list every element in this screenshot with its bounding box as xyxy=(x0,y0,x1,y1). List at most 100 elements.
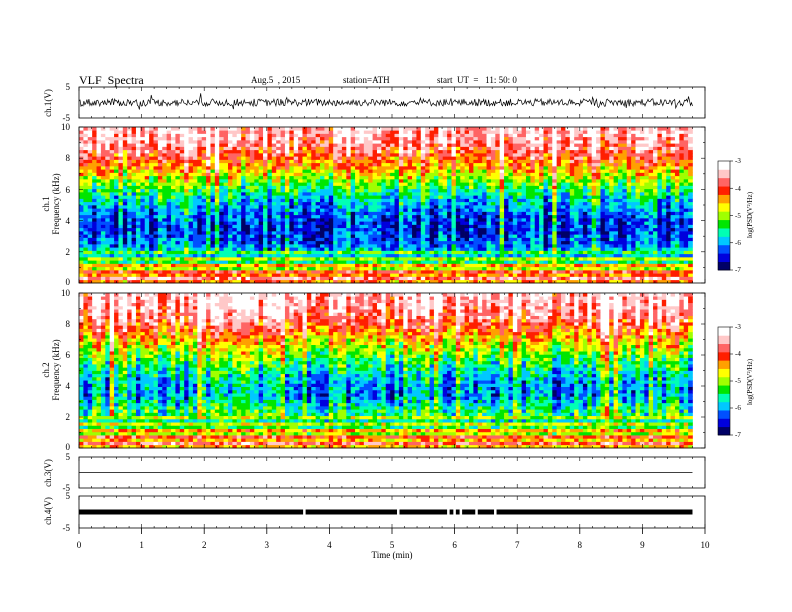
spectrogram-cell xyxy=(565,279,571,284)
spectrogram-cell xyxy=(293,263,299,268)
spectrogram-cell xyxy=(429,195,435,199)
spectrogram-cell xyxy=(688,260,693,264)
spectrogram-cell xyxy=(639,214,645,219)
spectrogram-cell xyxy=(109,253,115,258)
spectrogram-cell xyxy=(311,260,316,264)
spectrogram-cell xyxy=(613,263,619,268)
spectrogram-cell xyxy=(320,224,325,229)
spectrogram-cell xyxy=(162,273,167,277)
spectrogram-cell xyxy=(539,266,544,271)
spectrogram-cell xyxy=(429,169,435,173)
spectrogram-cell xyxy=(289,192,295,196)
spectrogram-cell xyxy=(324,169,330,173)
spectrogram-cell xyxy=(578,227,584,232)
spectrogram-cell xyxy=(135,214,141,219)
spectrogram-cell xyxy=(153,179,159,183)
spectrogram-cell xyxy=(543,195,549,199)
spectrogram-cell xyxy=(324,257,330,261)
spectrogram-cell xyxy=(171,175,176,180)
spectrogram-cell xyxy=(214,175,220,180)
spectrogram-cell xyxy=(504,231,509,235)
spectrogram-cell xyxy=(499,224,505,229)
spectrogram-cell xyxy=(451,234,457,238)
spectrogram-cell xyxy=(670,273,676,277)
spectrogram-cell xyxy=(372,250,378,255)
spectrogram-cell xyxy=(385,260,391,264)
spectrogram-cell xyxy=(499,195,505,199)
spectrogram-cell xyxy=(433,253,439,258)
spectrogram-cell xyxy=(512,185,518,190)
spectrogram-cell xyxy=(368,237,373,242)
spectrogram-cell xyxy=(171,270,176,274)
spectrogram-cell xyxy=(280,270,286,274)
spectrogram-cell xyxy=(92,237,97,242)
spectrogram-cell xyxy=(100,276,106,281)
spectrogram-cell xyxy=(179,192,185,196)
spectrogram-cell xyxy=(184,179,189,183)
spectrogram-cell xyxy=(140,273,146,277)
spectrogram-cell xyxy=(596,188,601,193)
spectrogram-cell xyxy=(591,218,597,222)
spectrogram-cell xyxy=(368,253,373,258)
spectrogram-cell xyxy=(543,266,549,271)
spectrogram-cell xyxy=(298,250,303,255)
spectrogram-cell xyxy=(679,253,685,258)
spectrogram-cell xyxy=(276,218,281,222)
spectrogram-cell xyxy=(407,234,413,238)
spectrogram-cell xyxy=(683,179,689,183)
spectrogram-cell xyxy=(482,188,487,193)
spectrogram-cell xyxy=(372,166,378,170)
spectrogram-cell xyxy=(596,276,601,281)
spectrogram-cell xyxy=(582,205,588,209)
spectrogram-cell xyxy=(337,179,343,183)
spectrogram-cell xyxy=(320,188,325,193)
spectrogram-cell xyxy=(596,198,601,203)
spectrogram-cell xyxy=(600,192,606,196)
spectrogram-cell xyxy=(429,205,435,209)
spectrogram-cell xyxy=(512,227,518,232)
spectrogram-cell xyxy=(403,273,408,277)
spectrogram-cell xyxy=(197,214,203,219)
spectrogram-cell xyxy=(276,208,281,212)
spectrogram-cell xyxy=(166,231,172,235)
spectrogram-cell xyxy=(477,244,483,248)
spectrogram-cell xyxy=(328,192,334,196)
spectrogram-cell xyxy=(333,198,338,203)
spectrogram-cell xyxy=(464,247,470,251)
spectrogram-cell xyxy=(539,237,544,242)
spectrogram-cell xyxy=(315,188,321,193)
spectrogram-cell xyxy=(648,260,654,264)
spectrogram-cell xyxy=(162,211,167,216)
spectrogram-cell xyxy=(657,169,663,173)
spectrogram-cell xyxy=(552,263,557,268)
spectrogram-cell xyxy=(631,218,636,222)
spectrogram-cell xyxy=(569,201,575,206)
spectrogram-cell xyxy=(359,266,365,271)
spectrogram-cell xyxy=(157,166,163,170)
spectrogram-cell xyxy=(87,208,93,212)
spectrogram-cell xyxy=(495,266,501,271)
spectrogram-cell xyxy=(574,185,579,190)
spectrogram-cell xyxy=(653,185,658,190)
spectrogram-cell xyxy=(679,195,685,199)
spectrogram-cell xyxy=(416,253,422,258)
spectrogram-cell xyxy=(447,270,452,274)
spectrogram-cell xyxy=(442,250,448,255)
spectrogram-cell xyxy=(495,240,501,245)
spectrogram-cell xyxy=(591,198,597,203)
spectrogram-cell xyxy=(79,205,84,209)
spectrogram-cell xyxy=(135,166,141,170)
spectrogram-cell xyxy=(188,205,194,209)
spectrogram-cell xyxy=(653,218,658,222)
spectrogram-cell xyxy=(635,172,641,177)
spectrogram-cell xyxy=(293,205,299,209)
spectrogram-cell xyxy=(547,175,553,180)
spectrogram-cell xyxy=(455,260,461,264)
spectrogram-cell xyxy=(683,240,689,245)
spectrogram-cell xyxy=(473,201,479,206)
spectrogram-cell xyxy=(306,263,312,268)
spectrogram-cell xyxy=(179,169,185,173)
spectrogram-cell xyxy=(486,270,492,274)
spectrogram-cell xyxy=(648,172,654,177)
spectrogram-cell xyxy=(525,198,531,203)
